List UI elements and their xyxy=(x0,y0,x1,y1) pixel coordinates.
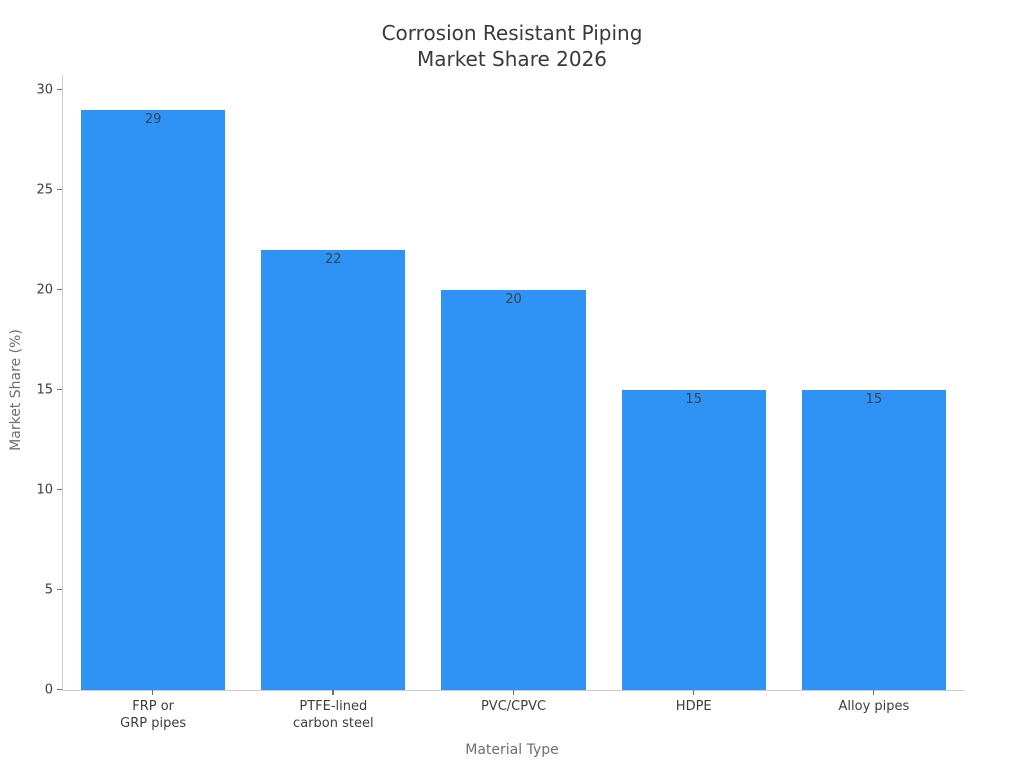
x-axis-title: Material Type xyxy=(465,742,559,758)
bar-slot: 15 Alloy pipes xyxy=(784,75,964,714)
y-tick-label: 30 xyxy=(36,82,53,98)
y-tick-mark xyxy=(57,89,62,91)
x-tick-label: FRP or GRP pipes xyxy=(120,699,187,731)
x-tick-label: HDPE xyxy=(675,699,712,714)
y-axis-title: Market Share (%) xyxy=(8,329,24,451)
y-tick-mark xyxy=(57,289,62,291)
bar-slot: 20 PVC/CPVC xyxy=(423,75,603,714)
y-tick-mark xyxy=(57,389,62,391)
y-tick-label: 0 xyxy=(44,682,53,698)
y-tick-label: 10 xyxy=(36,482,53,498)
bar-value-label: 29 xyxy=(144,112,162,127)
bar-value-label: 15 xyxy=(865,392,883,407)
x-tick-label: PTFE-lined carbon steel xyxy=(293,699,374,731)
y-tick-mark xyxy=(57,689,62,691)
x-tick-mark xyxy=(332,690,334,695)
y-tick-label: 15 xyxy=(36,382,53,398)
plot-area: 0 5 10 15 20 25 30 29 FRP or GRP pipes 22 PTFE-li… xyxy=(36,75,964,731)
bar-slot: 22 PTFE-lined carbon steel xyxy=(243,75,423,731)
bar-slot: 15 HDPE xyxy=(604,75,784,714)
bar: 15 xyxy=(621,390,766,690)
y-tick-label: 25 xyxy=(36,182,53,198)
bar: 22 xyxy=(261,250,406,690)
x-tick-mark xyxy=(872,690,875,695)
x-tick-mark xyxy=(692,690,695,695)
bar-value-label: 15 xyxy=(685,392,702,407)
x-tick-label: Alloy pipes xyxy=(838,699,910,714)
bar: 29 xyxy=(81,110,226,690)
y-tick-label: 20 xyxy=(36,282,53,298)
bar-slot: 29 FRP or GRP pipes xyxy=(63,75,243,731)
y-tick-mark xyxy=(57,189,62,191)
x-tick-label: PVC/CPVC xyxy=(480,699,547,714)
y-tick-mark xyxy=(57,489,62,491)
bars-container: 29 FRP or GRP pipes 22 PTFE-lined carbon st… xyxy=(63,75,964,731)
chart-title: Corrosion Resistant Piping Market Share … xyxy=(381,21,643,71)
x-tick-mark xyxy=(152,690,154,695)
y-tick-mark xyxy=(57,589,62,591)
y-tick-label: 5 xyxy=(44,582,53,598)
bar-value-label: 20 xyxy=(505,292,522,307)
bar-value-label: 22 xyxy=(325,252,342,267)
bar: 20 xyxy=(441,290,586,690)
x-tick-mark xyxy=(512,690,514,695)
bar: 15 xyxy=(801,390,946,690)
